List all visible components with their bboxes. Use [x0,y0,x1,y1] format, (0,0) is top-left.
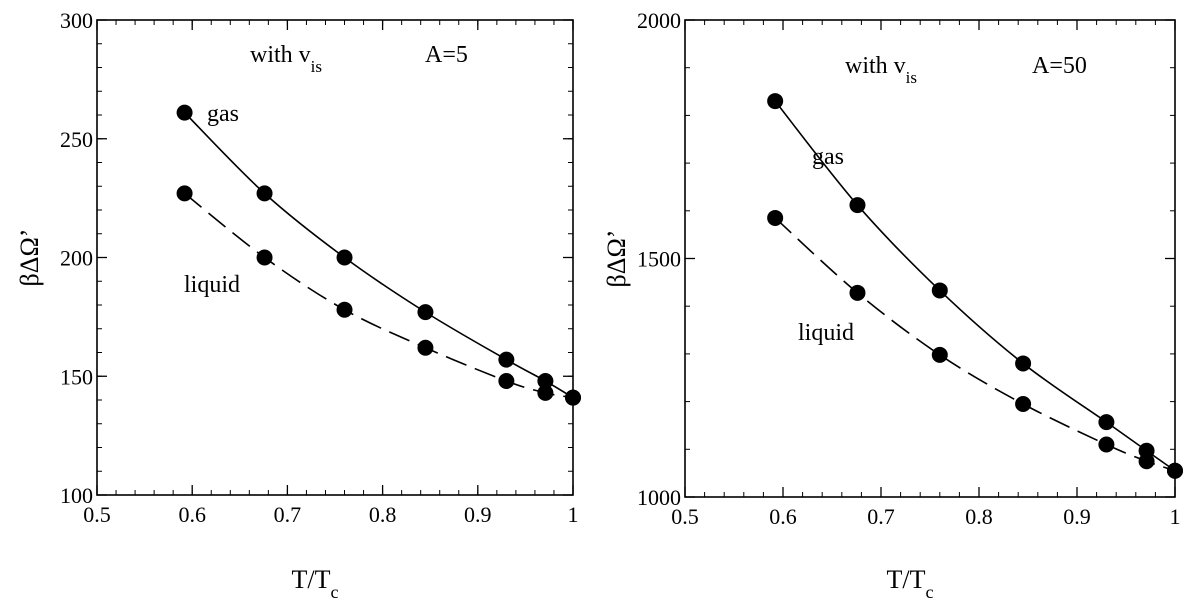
y-tick-label: 1000 [637,485,681,510]
data-point-liquid [498,373,515,389]
data-point-liquid [1167,462,1183,479]
data-point-gas [417,304,434,321]
x-axis-label: T/Tc [887,565,934,602]
data-point-gas [931,282,948,299]
x-tick-label: 1 [568,502,579,527]
y-tick-label: 100 [60,483,93,508]
series-line-gas [184,112,574,399]
data-point-gas [256,185,273,202]
data-point-liquid [931,346,948,363]
data-point-liquid [767,209,784,226]
annotation-with-vis: with vis [845,53,917,87]
x-tick-label: 0.7 [274,502,302,527]
y-tick-label: 300 [60,8,93,33]
data-point-liquid [537,384,554,401]
data-point-gas [767,93,784,110]
x-tick-label: 0.5 [671,504,699,529]
annotation-A: A=50 [1032,53,1087,79]
x-axis-label-subscript: c [331,582,339,602]
series-label-liquid: liquid [184,272,240,298]
annotation-subscript: is [311,57,322,76]
x-tick-label: 1 [1170,504,1181,529]
series-line-liquid [184,192,574,399]
x-axis-label-subscript: c [926,582,934,602]
y-axis-label: βΔΩ’ [602,230,631,288]
y-tick-label: 200 [60,246,93,271]
chart-panel-2: 0.5 0.6 0.7 0.8 0.9 1 1000 1500 2000 T/Tc βΔΩ’ with… [602,8,1183,602]
data-point-liquid [1138,453,1155,470]
data-point-liquid [256,249,273,266]
series-label-gas: gas [207,101,239,127]
series-label-liquid: liquid [798,320,854,346]
annotation-A: A=5 [425,42,468,68]
plot-frame [96,19,574,496]
data-point-liquid [1098,436,1115,453]
annotation-subscript: is [906,68,917,87]
data-point-gas [537,373,554,389]
data-point-gas [498,351,515,368]
data-point-liquid [565,389,581,406]
data-point-liquid [176,185,193,202]
data-point-liquid [417,339,434,356]
x-tick-label: 0.8 [965,504,993,529]
y-tick-label: 150 [60,364,93,389]
x-tick-label: 0.6 [769,504,797,529]
data-point-gas [176,104,193,121]
x-tick-label: 0.6 [178,502,206,527]
x-tick-label: 0.8 [369,502,397,527]
x-tick-label: 0.7 [867,504,895,529]
data-point-liquid [849,284,866,301]
series-label-gas: gas [812,144,844,170]
y-tick-label: 2000 [637,8,681,33]
x-tick-label: 0.9 [464,502,492,527]
x-tick-label: 0.9 [1063,504,1091,529]
data-point-gas [1015,355,1032,372]
y-tick-label: 1500 [637,247,681,272]
data-point-liquid [1015,395,1032,412]
x-axis-label: T/Tc [292,565,339,602]
data-point-gas [1098,414,1115,431]
x-tick-label: 0.5 [83,502,111,527]
y-tick-label: 250 [60,127,93,152]
data-point-gas [336,249,353,266]
chart-panel-1: 0.5 0.6 0.7 0.8 0.9 1 100 150 200 250 300 T/Tc βΔΩ’ w… [15,8,581,602]
y-axis-label: βΔΩ’ [15,229,44,287]
data-point-liquid [336,301,353,318]
annotation-with-vis: with vis [250,42,322,76]
data-point-gas [849,197,866,214]
